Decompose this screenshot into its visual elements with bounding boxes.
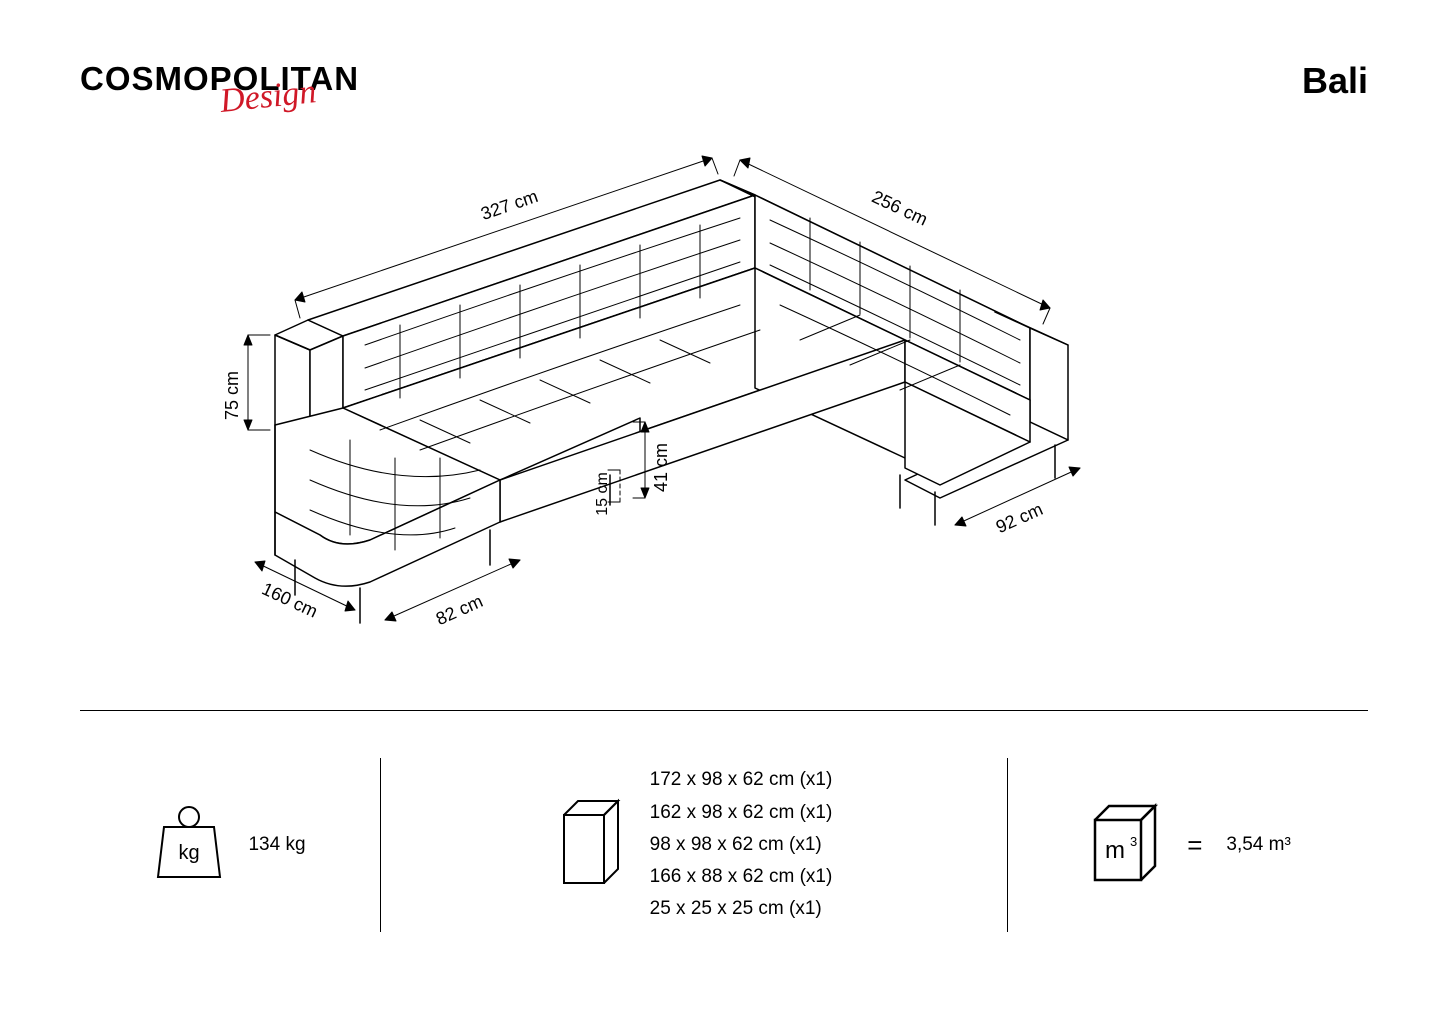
equals-sign: = [1187, 830, 1202, 861]
volume-section: m 3 = 3,54 m³ [1008, 740, 1368, 950]
weight-icon: kg [154, 803, 224, 888]
package-line: 162 x 98 x 62 cm (x1) [650, 797, 833, 829]
package-line: 98 x 98 x 62 cm (x1) [650, 829, 833, 861]
weight-unit-label: kg [179, 842, 200, 864]
product-name: Bali [1302, 60, 1368, 102]
volume-unit-label: m [1105, 837, 1125, 864]
weight-section: kg 134 kg [80, 740, 380, 950]
package-line: 166 x 88 x 62 cm (x1) [650, 861, 833, 893]
package-line: 172 x 98 x 62 cm (x1) [650, 764, 833, 796]
brand-logo: COSMOPOLITAN Design [80, 60, 359, 98]
package-icon [556, 795, 626, 895]
sofa-technical-drawing: 327 cm 256 cm 75 cm 160 cm 82 cm 92 cm 4… [200, 140, 1200, 660]
package-line: 25 x 25 x 25 cm (x1) [650, 893, 833, 925]
packages-section: 172 x 98 x 62 cm (x1) 162 x 98 x 62 cm (… [381, 740, 1007, 950]
specs-row: kg 134 kg 172 x 98 x 62 cm (x1) 162 x 98… [80, 740, 1368, 950]
volume-icon: m 3 [1085, 798, 1163, 893]
dim-height-left: 75 cm [222, 371, 243, 420]
weight-value: 134 kg [248, 834, 305, 856]
package-list: 172 x 98 x 62 cm (x1) 162 x 98 x 62 cm (… [650, 764, 833, 925]
volume-unit-sup: 3 [1130, 834, 1137, 849]
dim-seat-height: 41 cm [651, 443, 672, 492]
sofa-svg [200, 140, 1200, 660]
dim-leg-height: 15 cm [594, 472, 612, 516]
divider-horizontal [80, 710, 1368, 711]
volume-value: 3,54 m³ [1226, 834, 1290, 856]
